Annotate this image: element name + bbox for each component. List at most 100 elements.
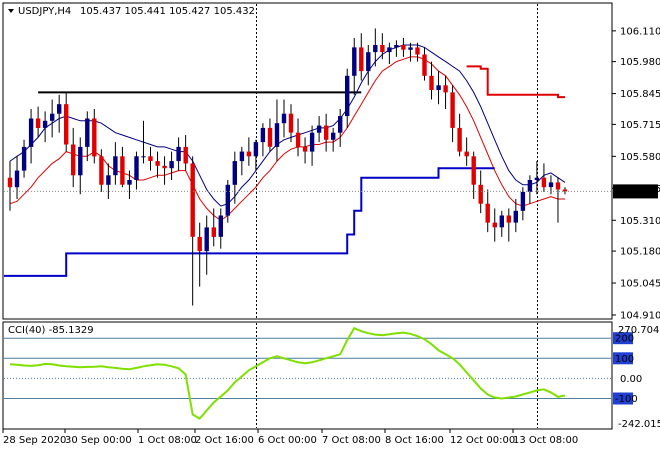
candle-bull [316,125,322,133]
candle-bull [436,85,441,90]
candle-bull [21,146,27,171]
candle-bull [106,175,111,185]
candle-bull [513,210,518,223]
price-panel[interactable]: 106.110 105.980 105.845 105.715 105.580 105.4… [2,2,660,428]
cci-level-tag [613,392,633,405]
candle-bear [197,236,202,252]
cci-level-tag-label: 100 [615,354,634,365]
candle-bear [155,161,160,166]
candle-bear [190,163,195,237]
candle-bear [380,45,385,53]
time-tick-label: 8 Oct 16:00 [385,435,444,446]
candle-bear [492,222,497,228]
candle-bear [401,45,406,50]
candle-bull [78,146,83,176]
collapse-triangle-icon[interactable] [8,9,14,13]
cci-axis: 200 100 0.00 -100 [613,332,642,405]
candle-bear [478,184,483,204]
candle-bear [148,156,153,161]
moving-average-slow [9,44,566,207]
candle-bull [338,116,343,133]
time-tick-label: 30 Sep 00:00 [65,435,132,446]
candle-bull [14,170,20,188]
candle-bull [281,113,287,124]
candle-bear [359,47,364,72]
cci-panel[interactable]: 200 100 0.00 -100 CCI(40) -85.1329 270.7045… [2,321,660,430]
candle-bull [42,120,48,128]
price-tick-label: 104.910 [620,311,660,322]
period-separators [256,4,538,428]
cci-level-tag [613,352,633,365]
candle-bear [506,215,511,223]
cci-panel-frame [2,321,613,430]
candle-bear [555,182,561,190]
candle-bear [443,85,448,93]
candle-bull [113,156,118,176]
time-tick-label: 13 Oct 08:00 [513,435,578,446]
candle-bear [288,113,294,133]
price-panel-frame [2,2,613,320]
time-tick-label: 2 Oct 16:00 [195,435,254,446]
candle-bear [7,177,13,188]
price-tick-label: 105.310 [620,216,660,227]
current-price-tag-label: 105.432 [617,187,658,198]
price-tick-label: 105.980 [620,57,660,68]
candle-bear [464,151,469,157]
candle-bull [352,47,357,76]
candle-bull [169,161,174,169]
candle-bull [239,151,245,162]
time-tick-label: 1 Oct 08:00 [138,435,197,446]
symbol-label: USDJPY,H4 [18,6,71,17]
candle-bear [71,144,76,176]
candle-bear [450,92,455,128]
candle-bear [471,156,476,185]
price-tick-label: 105.180 [620,247,660,258]
candle-bear [92,118,97,157]
price-axis: 106.110 105.980 105.845 105.715 105.580 105.4… [612,26,660,322]
candle-bear [246,151,252,157]
candle-bear [422,54,427,76]
candle-bull [309,132,315,152]
candle-bull [218,215,223,237]
candle-bull [225,184,230,216]
candle-bear [35,118,41,128]
candle-bull [127,180,132,185]
candle-bull [408,47,413,50]
candle-bull [499,215,504,228]
candle-bull [394,45,399,48]
candle-bear [267,127,273,147]
candle-bear [99,156,104,185]
candle-bear [541,177,547,188]
cci-level-tag-label: 200 [615,334,634,345]
cci-level-tag [613,332,633,345]
candle-bear [295,132,301,147]
candle-bear [415,47,420,55]
candle-bear [183,146,188,164]
candle-bull [274,123,280,147]
ohlc-values: 105.437 105.441 105.427 105.432 [80,6,255,17]
candle-bull [366,52,371,72]
candle-bull [331,132,336,140]
price-tick-label: 105.045 [620,279,660,290]
candle-bear [429,75,434,90]
cci-marks [4,326,611,420]
candle-bull [57,104,62,114]
candle-bull [534,177,540,181]
candle-bull [232,161,237,185]
candle-bull [548,182,554,188]
price-tick-label: 105.580 [620,152,660,163]
step-line-upper [466,65,565,99]
candle-bear [562,189,568,192]
time-tick-label: 12 Oct 00:00 [450,435,515,446]
candle-bull [134,156,139,180]
cci-level-tag-label: -100 [615,394,638,405]
candle-bull [527,180,533,192]
candle-bear [64,104,69,145]
candle-bull [85,118,90,147]
candle-bull [260,127,266,143]
candle-bull [253,142,259,157]
price-marks [4,28,611,306]
